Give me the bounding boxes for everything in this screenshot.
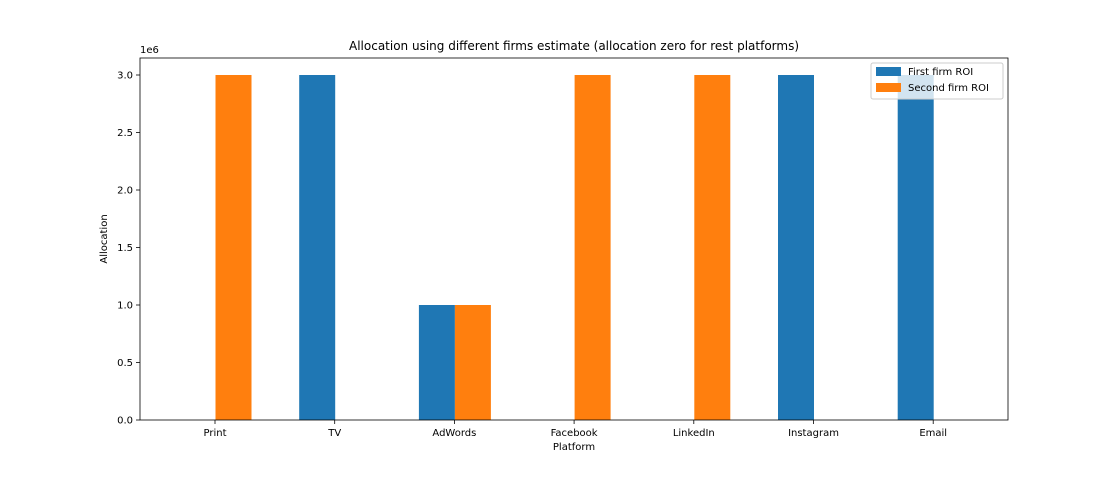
y-tick-label: 1.0 [117, 301, 133, 312]
x-tick-label: AdWords [432, 428, 476, 439]
legend-swatch-second-firm [876, 83, 901, 92]
y-axis-ticks: 0.0 0.5 1.0 1.5 2.0 2.5 3.0 [117, 71, 140, 427]
x-axis-label: Platform [553, 442, 595, 453]
x-tick-label: TV [327, 428, 341, 439]
x-tick-label: Instagram [788, 428, 839, 439]
bar-first-firm-tv [299, 75, 336, 420]
y-tick-label: 3.0 [117, 71, 133, 82]
x-tick-label: Facebook [551, 428, 598, 439]
bar-first-firm-adwords [418, 305, 455, 420]
y-tick-label: 2.0 [117, 186, 133, 197]
legend: First firm ROI Second firm ROI [870, 62, 1004, 100]
bar-first-firm-email [897, 75, 934, 420]
x-tick-label: LinkedIn [673, 428, 715, 439]
y-tick-label: 0.0 [117, 416, 133, 427]
legend-swatch-first-firm [876, 67, 901, 76]
legend-label-second-firm: Second firm ROI [908, 83, 989, 94]
bar-second-firm-adwords [454, 305, 491, 420]
bar-second-firm-print [215, 75, 252, 420]
chart-title: Allocation using different firms estimat… [349, 39, 799, 53]
x-axis-ticks: Print TV AdWords Facebook LinkedIn Instagram E… [203, 420, 947, 439]
legend-box [870, 62, 1004, 100]
y-axis-label: Allocation [99, 214, 110, 263]
y-tick-label: 0.5 [117, 358, 133, 369]
bars-group [215, 75, 934, 420]
x-tick-label: Email [919, 428, 947, 439]
legend-label-first-firm: First firm ROI [908, 67, 973, 78]
bar-second-firm-linkedin [694, 75, 731, 420]
y-tick-label: 1.5 [117, 243, 133, 254]
x-tick-label: Print [203, 428, 226, 439]
plot-frame [139, 57, 1009, 421]
bar-second-firm-facebook [574, 75, 611, 420]
bar-first-firm-instagram [778, 75, 814, 420]
y-tick-label: 2.5 [117, 128, 133, 139]
y-axis-offset-label: 1e6 [140, 45, 159, 56]
